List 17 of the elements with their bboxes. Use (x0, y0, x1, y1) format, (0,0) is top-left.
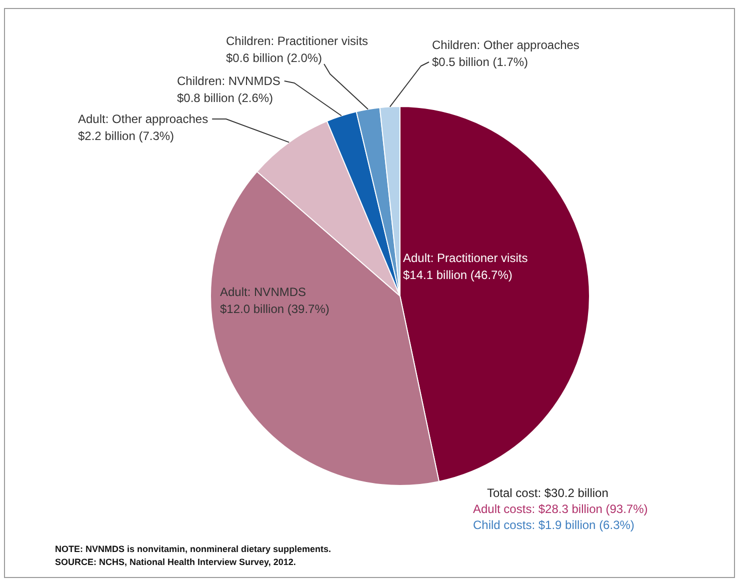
data-label: $0.8 billion (2.6%) (177, 91, 274, 105)
data-label: $2.2 billion (7.3%) (78, 129, 174, 143)
data-label: $0.5 billion (1.7%) (432, 55, 528, 69)
text: Total cost: $30.2 billion (487, 486, 608, 500)
slice-label: Children: Other approaches (432, 38, 580, 52)
data-label: $14.1 billion (46.7%) (403, 268, 512, 282)
slice-label: Children: Practitioner visits (226, 34, 368, 48)
text: Adult costs: $28.3 billion (93.7%) (473, 502, 648, 516)
data-label: $12.0 billion (39.7%) (220, 302, 330, 316)
source-note: SOURCE: NCHS, National Health Interview Survey, 2012. (55, 557, 296, 567)
data-label: $0.6 billion (2.0%) (226, 51, 322, 65)
slice-label: Adult: NVNMDS (220, 285, 306, 299)
slice-label: Adult: Practitioner visits (403, 251, 528, 265)
text: NOTE: NVNMDS is nonvitamin, nonmineral dietary supplements. (55, 544, 332, 554)
slice-label: Adult: Other approaches (78, 112, 208, 126)
text: Child costs: $1.9 billion (6.3%) (473, 518, 634, 532)
slice-label: Children: NVNMDS (177, 74, 280, 88)
